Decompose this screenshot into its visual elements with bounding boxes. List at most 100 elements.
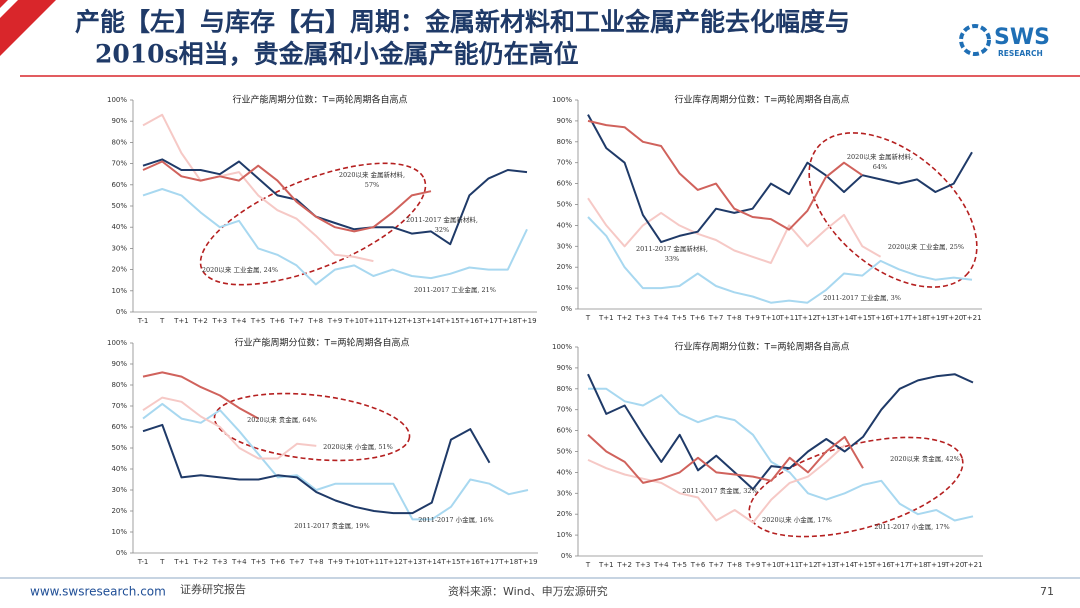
y-tick-label: 100% <box>552 96 572 104</box>
x-tick-label: T+4 <box>231 317 247 325</box>
footer-website: www.swsresearch.com <box>30 585 166 599</box>
x-tick-label: T+2 <box>616 561 632 569</box>
y-tick-label: 100% <box>552 343 572 351</box>
x-tick-label: T+2 <box>192 558 208 566</box>
x-tick-label: T+14 <box>420 317 441 325</box>
series-line <box>587 373 974 491</box>
y-tick-label: 100% <box>107 339 127 347</box>
y-tick-label: 50% <box>556 448 572 456</box>
y-tick-label: 60% <box>556 427 572 435</box>
x-tick-label: T+15 <box>440 558 460 566</box>
chart: 0% 10% 20% 30% 40% 50% 60% 70% 80% 90% 100% T-1 T T+1… <box>107 94 537 325</box>
y-tick-label: 50% <box>556 201 572 209</box>
y-tick-label: 20% <box>111 507 127 515</box>
x-tick-label: T+19 <box>516 317 536 325</box>
series-line <box>142 113 374 263</box>
x-tick-label: T+8 <box>726 314 742 322</box>
x-tick-label: T+3 <box>635 561 651 569</box>
x-tick-label: T+19 <box>926 561 946 569</box>
chart-title: 行业库存周期分位数：T=两轮周期各自高点 <box>674 341 849 353</box>
x-tick-label: T+17 <box>479 558 499 566</box>
x-tick-label: T+17 <box>478 317 498 325</box>
annotation: 2011-2017 小金属, 17% <box>874 522 949 531</box>
x-tick-label: T+10 <box>344 558 364 566</box>
x-tick-label: T+12 <box>797 314 817 322</box>
annotation: 2011-2017 小金属, 16% <box>418 515 493 524</box>
y-tick-label: 0% <box>116 308 127 316</box>
page-number: 71 <box>1040 585 1054 598</box>
annotation: 2020以来 小金属, 51% <box>323 442 393 451</box>
y-tick-label: 0% <box>561 552 572 560</box>
x-tick-label: T+5 <box>671 561 687 569</box>
x-tick-label: T+1 <box>173 558 189 566</box>
x-tick-label: T+12 <box>383 558 403 566</box>
annotation: 2020以来 贵金属, 64% <box>247 415 317 424</box>
x-tick-label: T+15 <box>852 561 872 569</box>
x-tick-label: T+11 <box>363 317 383 325</box>
x-tick-label: T+13 <box>401 317 421 325</box>
annotation: 2011-2017 金属新材料, <box>406 215 478 224</box>
x-tick-label: T+6 <box>269 317 285 325</box>
y-tick-label: 80% <box>556 385 572 393</box>
y-tick-label: 50% <box>111 444 127 452</box>
x-tick-label: T+8 <box>307 317 323 325</box>
annotation: 2011-2017 工业金属, 3% <box>823 293 901 302</box>
chart-title: 行业产能周期分位数：T=两轮周期各自高点 <box>234 337 409 349</box>
x-tick-label: T+10 <box>344 317 364 325</box>
x-tick-label: T+1 <box>173 317 189 325</box>
annotation: 2020以来 小金属, 17% <box>762 515 832 524</box>
title-line: 2010s相当，贵金属和小金属产能仍在高位 <box>95 40 579 69</box>
x-tick-label: T+6 <box>690 561 706 569</box>
series-line <box>587 216 973 304</box>
annotation: 32% <box>435 226 449 234</box>
y-tick-label: 10% <box>556 531 572 539</box>
y-tick-label: 90% <box>111 360 127 368</box>
logo-icon <box>959 24 991 56</box>
y-tick-label: 30% <box>556 489 572 497</box>
series-line <box>587 119 863 231</box>
x-tick-label: T+3 <box>212 558 228 566</box>
annotation: 2011-2017 金属新材料, <box>636 244 708 253</box>
chart: 0%10%20%30%40%50%60%70%80%90%100%T T+1 T+2… <box>552 94 982 322</box>
x-tick-label: T+18 <box>498 558 518 566</box>
x-tick-label: T+8 <box>726 561 742 569</box>
x-tick-label: T+21 <box>961 314 981 322</box>
series-line <box>142 188 528 286</box>
x-tick-label: T+16 <box>871 561 892 569</box>
y-tick-label: 40% <box>111 465 127 473</box>
footer-report-type: 证券研究报告 <box>180 582 246 596</box>
y-tick-label: 90% <box>556 117 572 125</box>
x-tick-label: T+8 <box>308 558 324 566</box>
x-tick-label: T+14 <box>421 558 442 566</box>
annotation: 2011-2017 贵金属, 19% <box>294 521 369 530</box>
series-line <box>142 160 432 233</box>
x-tick-label: T+7 <box>708 561 724 569</box>
x-tick-label: T+18 <box>907 314 927 322</box>
x-tick-label: T+9 <box>327 558 343 566</box>
y-tick-label: 80% <box>111 138 127 146</box>
y-tick-label: 40% <box>556 468 572 476</box>
x-tick-label: T+16 <box>460 558 481 566</box>
x-tick-label: T+2 <box>616 314 632 322</box>
y-tick-label: 20% <box>556 263 572 271</box>
y-tick-label: 10% <box>111 528 127 536</box>
x-tick-label: T+11 <box>779 314 799 322</box>
x-tick-label: T <box>585 314 591 322</box>
annotation: 2020以来 工业金属, 25% <box>888 242 964 251</box>
x-tick-label: T+18 <box>907 561 927 569</box>
highlight-ellipse <box>748 436 964 538</box>
x-tick-label: T+1 <box>598 314 614 322</box>
highlight-ellipse <box>213 392 411 462</box>
y-tick-label: 20% <box>111 266 127 274</box>
series-line <box>587 114 973 244</box>
x-tick-label: T <box>585 561 591 569</box>
highlight-ellipses <box>199 132 978 538</box>
x-tick-label: T+10 <box>760 314 780 322</box>
series-line <box>142 371 259 420</box>
x-tick-label: T+3 <box>635 314 651 322</box>
series-line <box>142 423 491 515</box>
chart-title: 行业产能周期分位数：T=两轮周期各自高点 <box>232 94 407 106</box>
x-tick-label: T+20 <box>944 561 964 569</box>
series-line <box>142 396 317 460</box>
